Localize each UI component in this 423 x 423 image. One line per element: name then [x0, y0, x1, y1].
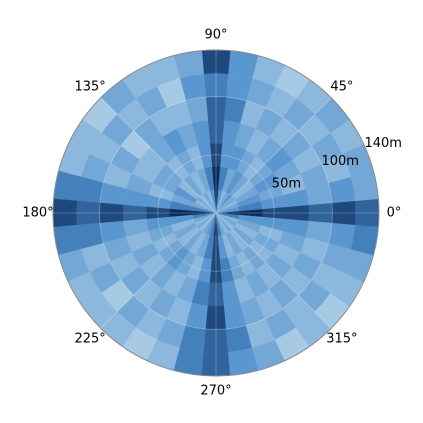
r-tick-label: 100m	[321, 154, 358, 169]
grid-spoke	[100, 97, 217, 214]
r-tick-label: 140m	[364, 136, 401, 151]
grid-circle	[157, 154, 275, 272]
theta-tick-label: 270°	[200, 384, 231, 399]
theta-tick-label: 315°	[326, 331, 357, 346]
grid-circle	[99, 96, 333, 330]
grid-spoke	[215, 97, 332, 214]
theta-tick-label: 45°	[330, 80, 353, 95]
theta-tick-label: 135°	[74, 80, 105, 95]
theta-tick-label: 225°	[74, 331, 105, 346]
grid-spoke	[215, 212, 332, 329]
theta-tick-label: 180°	[22, 206, 53, 221]
grid-spoke	[100, 212, 217, 329]
theta-tick-label: 0°	[387, 206, 402, 221]
theta-tick-label: 90°	[204, 28, 227, 43]
polar-frame	[52, 49, 380, 377]
r-tick-label: 50m	[272, 176, 301, 191]
